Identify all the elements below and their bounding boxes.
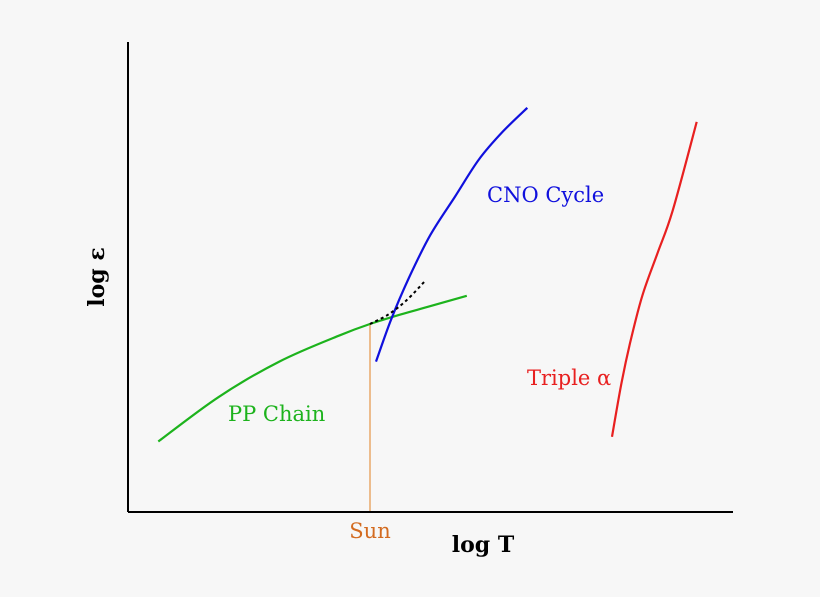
sun-label: Sun [349, 519, 390, 543]
series-label-pp-chain: PP Chain [228, 402, 325, 426]
series-label-cno-cycle: CNO Cycle [487, 183, 604, 207]
y-axis-label: log ε [84, 247, 110, 306]
series-line-cno-cycle [374, 107, 529, 362]
series-line-triple-alpha [610, 121, 698, 437]
combined-dotted-curve [369, 281, 426, 325]
plot-area [157, 107, 698, 512]
x-axis-label: log T [452, 532, 515, 558]
series-line-pp-chain [157, 294, 468, 443]
series-label-triple-alpha: Triple α [527, 366, 611, 390]
